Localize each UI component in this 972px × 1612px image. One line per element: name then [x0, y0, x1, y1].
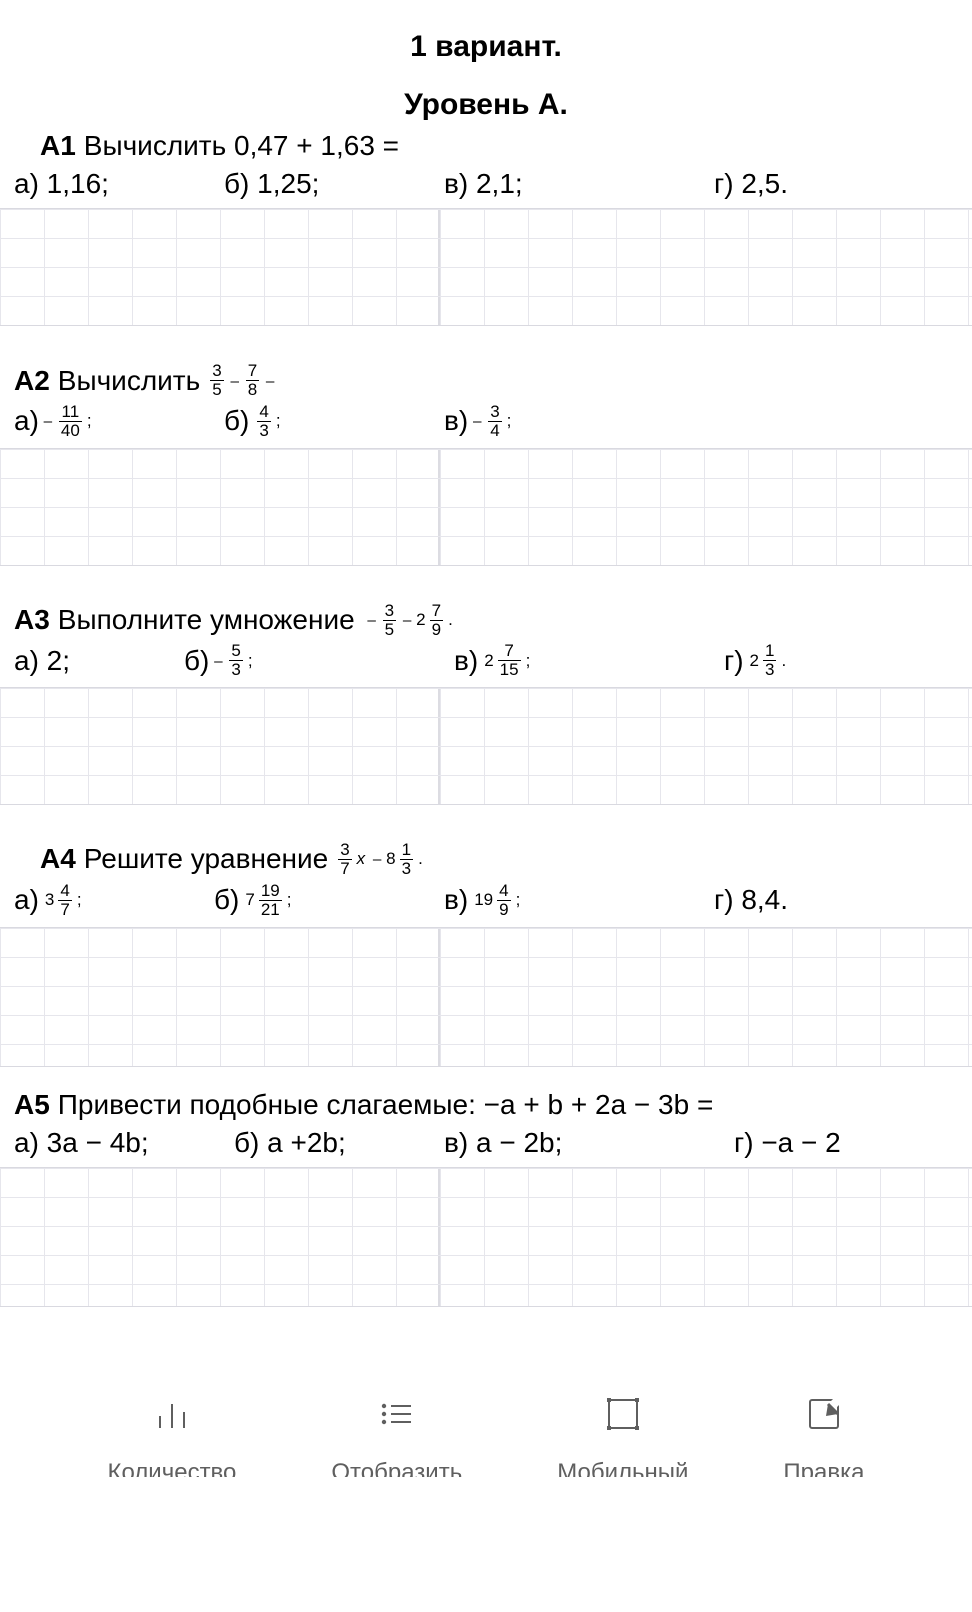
- toolbar-mobile-label: Мобильный: [557, 1459, 688, 1477]
- expand-icon: [602, 1393, 644, 1435]
- q3-a: а) 2;: [14, 642, 184, 679]
- q5-d: г) −a − 2: [734, 1127, 958, 1159]
- toolbar-mobile[interactable]: Мобильный: [557, 1393, 688, 1477]
- q2-eq: ⎯: [264, 370, 276, 392]
- q3-b: б) ⎯ 5 3 ;: [184, 642, 454, 679]
- q4-c: в) 19 4 9 ;: [444, 882, 714, 919]
- q5-a: а) 3a − 4b;: [14, 1127, 234, 1159]
- q3-c: в) 2 7 15 ;: [454, 642, 724, 679]
- q1-answers: а) 1,16; б) 1,25; в) 2,1; г) 2,5.: [0, 164, 972, 208]
- level-title: Уровень А.: [0, 88, 972, 122]
- q2-op: ⎯: [229, 370, 241, 392]
- q2-workspace-grid: [0, 448, 972, 566]
- q5-b: б) a +2b;: [234, 1127, 444, 1159]
- q2-a: а) ⎯ 11 40 ;: [14, 403, 224, 440]
- q5-workspace-grid: [0, 1167, 972, 1307]
- q2-text: Вычислить: [58, 363, 200, 399]
- variant-title: 1 вариант.: [0, 30, 972, 64]
- q3-answers: а) 2; б) ⎯ 5 3 ; в) 2 7 15 ; г): [0, 638, 972, 687]
- q2-answers: а) ⎯ 11 40 ; б) 4 3 ; в) ⎯ 3 4 ;: [0, 399, 972, 448]
- list-icon: [376, 1393, 418, 1435]
- toolbar-outline-label: Отобразить: [331, 1459, 462, 1477]
- q3-frac1: 3 5: [383, 602, 396, 639]
- q3-d: г) 2 1 3 .: [724, 642, 958, 679]
- question-a4: А4 Решите уравнение 3 7 x ⎯ 8 1 3 .: [0, 841, 972, 878]
- q4-num: А4: [40, 841, 76, 877]
- question-a3: А3 Выполните умножение ⎯ 3 5 ⎯ 2 7 9 .: [0, 602, 972, 639]
- toolbar-stats-label: Количество: [108, 1459, 237, 1477]
- toolbar-outline[interactable]: Отобразить: [331, 1393, 462, 1477]
- toolbar-edit-label: Правка: [783, 1459, 864, 1477]
- q4-answers: а) 3 4 7 ; б) 7 19 21 ;: [0, 878, 972, 927]
- q3-num: А3: [14, 602, 50, 638]
- q4-mixed: 8 1 3: [386, 841, 415, 878]
- q2-c: в) ⎯ 3 4 ;: [444, 403, 714, 440]
- question-a5: А5 Привести подобные слагаемые: −a + b +…: [0, 1087, 972, 1123]
- q2-frac2: 7 8: [246, 362, 259, 399]
- question-a1: А1 Вычислить 0,47 + 1,63 =: [0, 128, 972, 164]
- q2-num: А2: [14, 363, 50, 399]
- q3-workspace-grid: [0, 687, 972, 805]
- q3-mixed: 2 7 9: [416, 602, 445, 639]
- edit-icon: [803, 1393, 845, 1435]
- question-a2: А2 Вычислить 3 5 ⎯ 7 8 ⎯: [0, 362, 972, 399]
- q2-d-empty: [714, 403, 958, 440]
- q2-frac1: 3 5: [210, 362, 223, 399]
- q4-workspace-grid: [0, 927, 972, 1067]
- bar-chart-icon: [151, 1393, 193, 1435]
- q4-a: а) 3 4 7 ;: [14, 882, 214, 919]
- toolbar-edit[interactable]: Правка: [783, 1393, 864, 1477]
- worksheet-page: 1 вариант. Уровень А. А1 Вычислить 0,47 …: [0, 0, 972, 1477]
- q4-b: б) 7 19 21 ;: [214, 882, 444, 919]
- q1-num: А1: [40, 128, 76, 164]
- q1-a: а) 1,16;: [14, 168, 224, 200]
- q5-text: Привести подобные слагаемые: −a + b + 2a…: [58, 1087, 714, 1123]
- q4-frac1: 3 7: [338, 841, 351, 878]
- q1-text: Вычислить 0,47 + 1,63 =: [84, 128, 399, 164]
- q4-d: г) 8,4.: [714, 882, 958, 919]
- q1-c: в) 2,1;: [444, 168, 714, 200]
- q1-b: б) 1,25;: [224, 168, 444, 200]
- q5-num: А5: [14, 1087, 50, 1123]
- q1-workspace-grid: [0, 208, 972, 326]
- q4-text: Решите уравнение: [84, 841, 328, 877]
- q5-answers: а) 3a − 4b; б) a +2b; в) a − 2b; г) −a −…: [0, 1123, 972, 1167]
- q1-d: г) 2,5.: [714, 168, 958, 200]
- q2-b: б) 4 3 ;: [224, 403, 444, 440]
- q5-c: в) a − 2b;: [444, 1127, 734, 1159]
- toolbar-stats[interactable]: Количество: [108, 1393, 237, 1477]
- bottom-toolbar: Количество Отобразить Мобильный Правка: [0, 1347, 972, 1477]
- q3-text: Выполните умножение: [58, 602, 355, 638]
